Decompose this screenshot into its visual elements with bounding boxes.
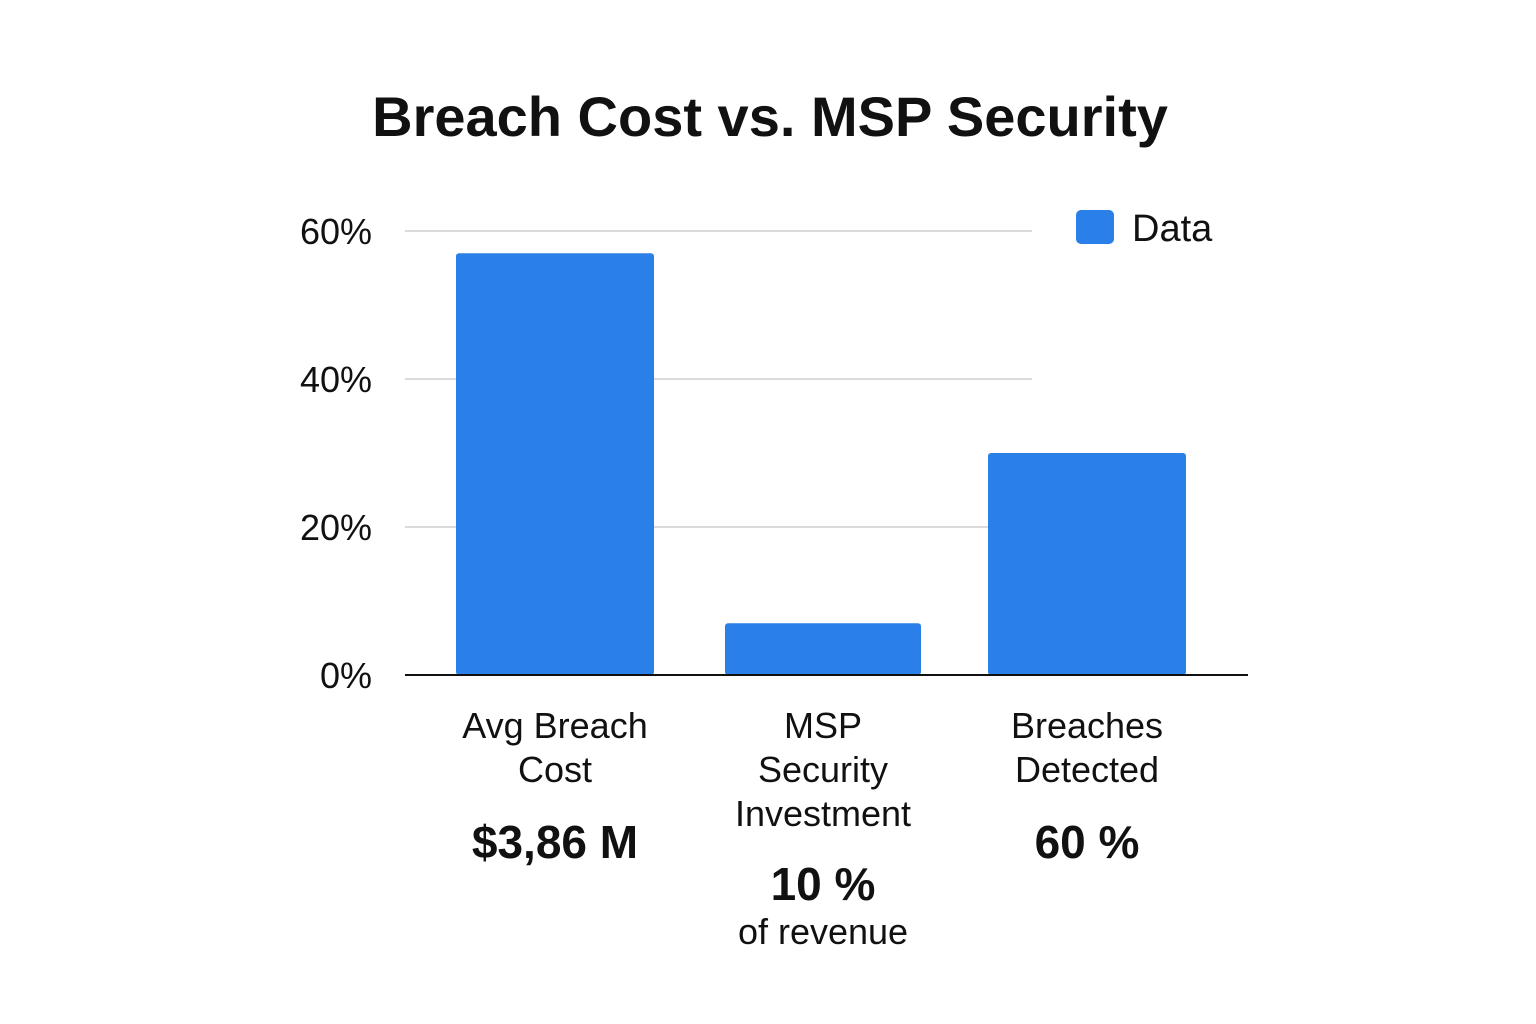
- legend: Data: [1076, 208, 1213, 250]
- value-label: $3,86 M: [472, 816, 638, 868]
- bar: [988, 453, 1186, 675]
- bars: [456, 253, 1186, 675]
- y-tick-label: 40%: [300, 359, 372, 400]
- y-tick-label: 0%: [320, 655, 372, 696]
- bar: [456, 253, 654, 675]
- category-label: Security: [758, 749, 888, 790]
- category-label: MSP: [784, 705, 862, 746]
- y-tick-label: 20%: [300, 507, 372, 548]
- category-label: Investment: [735, 793, 911, 834]
- bar: [725, 623, 921, 675]
- value-note: of revenue: [738, 911, 908, 952]
- category-label: Detected: [1015, 749, 1159, 790]
- y-tick-label: 60%: [300, 211, 372, 252]
- chart-title: Breach Cost vs. MSP Security: [372, 85, 1168, 148]
- legend-swatch: [1076, 210, 1114, 244]
- y-axis-ticks: 0% 20% 40% 60%: [300, 211, 372, 696]
- category-label: Breaches: [1011, 705, 1163, 746]
- category-label: Cost: [518, 749, 592, 790]
- value-label: 60 %: [1035, 816, 1140, 868]
- category-label: Avg Breach: [462, 705, 647, 746]
- value-labels: $3,86 M 10 %of revenue 60 %: [472, 816, 1140, 952]
- value-label: 10 %: [771, 858, 876, 910]
- legend-label: Data: [1132, 208, 1213, 250]
